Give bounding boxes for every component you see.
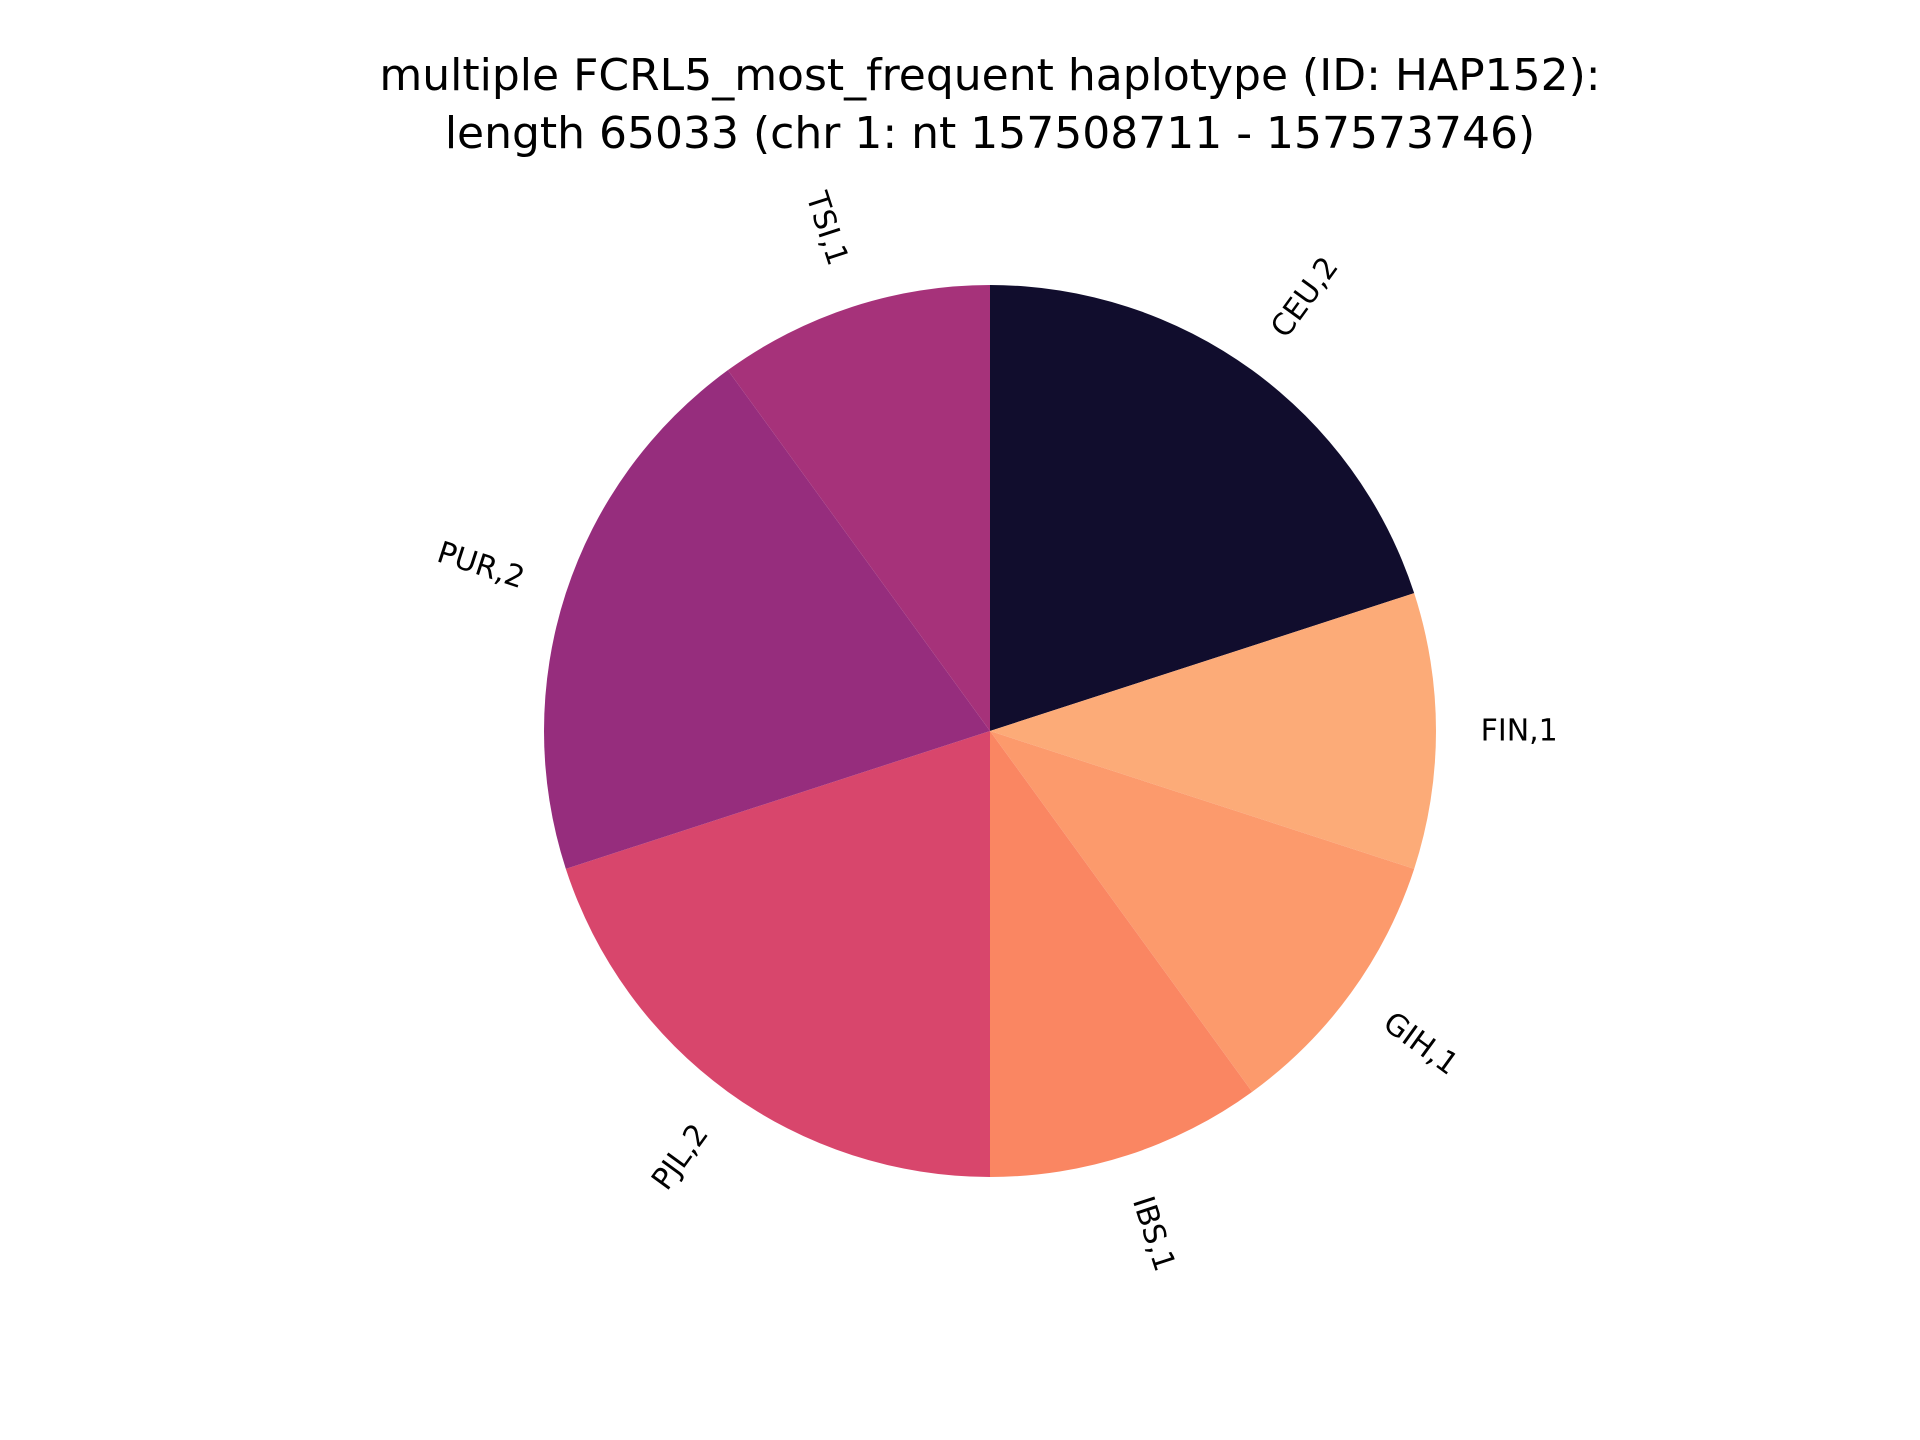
pie-slice-gih-1 bbox=[990, 731, 1415, 1092]
pie-slice-pur-2 bbox=[543, 370, 990, 869]
slice-label-fin-1: FIN,1 bbox=[1481, 714, 1558, 749]
chart-title-line-1: multiple FCRL5_most_frequent haplotype (… bbox=[379, 50, 1600, 101]
pie-slices bbox=[543, 285, 1437, 1177]
pie-slice-ceu-2 bbox=[990, 285, 1415, 731]
pie-slice-fin-1 bbox=[990, 593, 1437, 869]
pie-slice-tsi-1 bbox=[727, 285, 990, 731]
chart-title-line-2: length 65033 (chr 1: nt 157508711 - 1575… bbox=[445, 108, 1535, 159]
pie-slice-ibs-1 bbox=[990, 731, 1253, 1177]
pie-slice-pjl-2 bbox=[565, 731, 990, 1177]
